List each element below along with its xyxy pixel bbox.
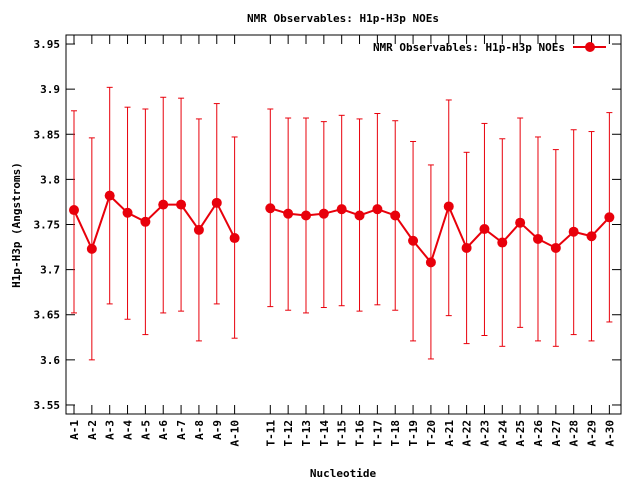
x-tick-label: A-25 [514, 420, 527, 447]
data-point [461, 242, 472, 253]
data-point [229, 233, 240, 244]
legend-marker-sample [585, 42, 595, 52]
data-point [318, 208, 329, 219]
data-point [193, 224, 204, 235]
data-point [158, 199, 169, 210]
y-tick-label: 3.65 [34, 309, 61, 322]
data-point [265, 203, 276, 214]
x-tick-label: T-18 [389, 420, 402, 447]
x-tick-label: A-4 [122, 420, 135, 440]
data-point [69, 205, 79, 216]
x-tick-label: A-8 [193, 420, 206, 440]
data-point [300, 210, 311, 221]
x-tick-label: A-3 [104, 420, 117, 440]
x-tick-label: T-15 [336, 420, 349, 447]
data-point [586, 231, 597, 242]
data-point [354, 210, 365, 221]
x-tick-label: T-19 [407, 420, 420, 447]
y-tick-label: 3.9 [40, 83, 60, 96]
x-tick-label: A-1 [68, 420, 81, 440]
x-tick-label: A-7 [175, 420, 188, 440]
data-point [497, 237, 508, 248]
y-tick-label: 3.85 [34, 128, 61, 141]
x-tick-label: A-28 [568, 420, 581, 447]
x-tick-label: T-17 [371, 420, 384, 447]
data-point [283, 208, 294, 219]
x-tick-label: A-24 [496, 420, 509, 447]
data-point [425, 257, 436, 268]
x-tick-label: T-12 [282, 420, 295, 447]
data-series [69, 86, 615, 361]
legend-label: NMR Observables: H1p-H3p NOEs [373, 41, 565, 54]
y-tick-label: 3.6 [40, 354, 60, 367]
y-tick-label: 3.8 [40, 173, 60, 186]
x-tick-label: A-2 [86, 420, 99, 440]
x-tick-label: A-5 [139, 420, 152, 440]
data-point [104, 190, 115, 201]
data-point [372, 204, 383, 215]
x-tick-label: A-23 [478, 420, 491, 447]
data-point [550, 242, 561, 253]
data-point [176, 199, 187, 210]
y-axis: 3.55 3.6 3.65 3.7 3.75 3.8 3.85 3.9 3.95 [34, 38, 621, 412]
data-point [568, 226, 579, 237]
data-point [604, 212, 615, 223]
y-tick-label: 3.75 [34, 219, 61, 232]
data-point [336, 204, 347, 215]
x-tick-label: A-22 [461, 420, 474, 447]
x-axis: A-1 A-2 A-3 A-4 A-5 A-6 A-7 A-8 A-9 A-10 T-11 T-12 T… [68, 35, 616, 447]
x-tick-label: A-9 [211, 420, 224, 440]
x-tick-label: T-20 [425, 420, 438, 447]
chart-title: NMR Observables: H1p-H3p NOEs [247, 12, 439, 25]
data-point [532, 233, 543, 244]
data-point [443, 201, 454, 212]
data-point [408, 235, 419, 246]
x-tick-label: A-6 [157, 420, 170, 440]
x-tick-label: T-11 [264, 420, 277, 447]
x-tick-label: T-14 [318, 420, 331, 447]
x-tick-label: A-10 [229, 420, 242, 447]
legend: NMR Observables: H1p-H3p NOEs [373, 41, 606, 54]
x-tick-label: A-30 [603, 420, 616, 447]
data-point [140, 216, 151, 227]
data-point [86, 243, 97, 254]
x-axis-label: Nucleotide [310, 467, 377, 480]
y-axis-label: H1p-H3p (Angstroms) [10, 162, 23, 288]
data-point [390, 210, 401, 221]
y-tick-label: 3.95 [34, 38, 61, 51]
y-tick-label: 3.7 [40, 264, 60, 277]
x-tick-label: A-21 [443, 420, 456, 447]
x-tick-label: T-16 [354, 420, 367, 447]
data-point [479, 224, 490, 235]
data-point [211, 197, 222, 208]
data-point [515, 217, 526, 228]
series-line-segment [73, 193, 236, 252]
x-tick-label: A-27 [550, 420, 563, 447]
y-tick-label: 3.55 [34, 399, 61, 412]
x-tick-label: T-13 [300, 420, 313, 447]
data-point [122, 207, 133, 218]
x-tick-label: A-26 [532, 420, 545, 447]
x-tick-label: A-29 [586, 420, 599, 447]
